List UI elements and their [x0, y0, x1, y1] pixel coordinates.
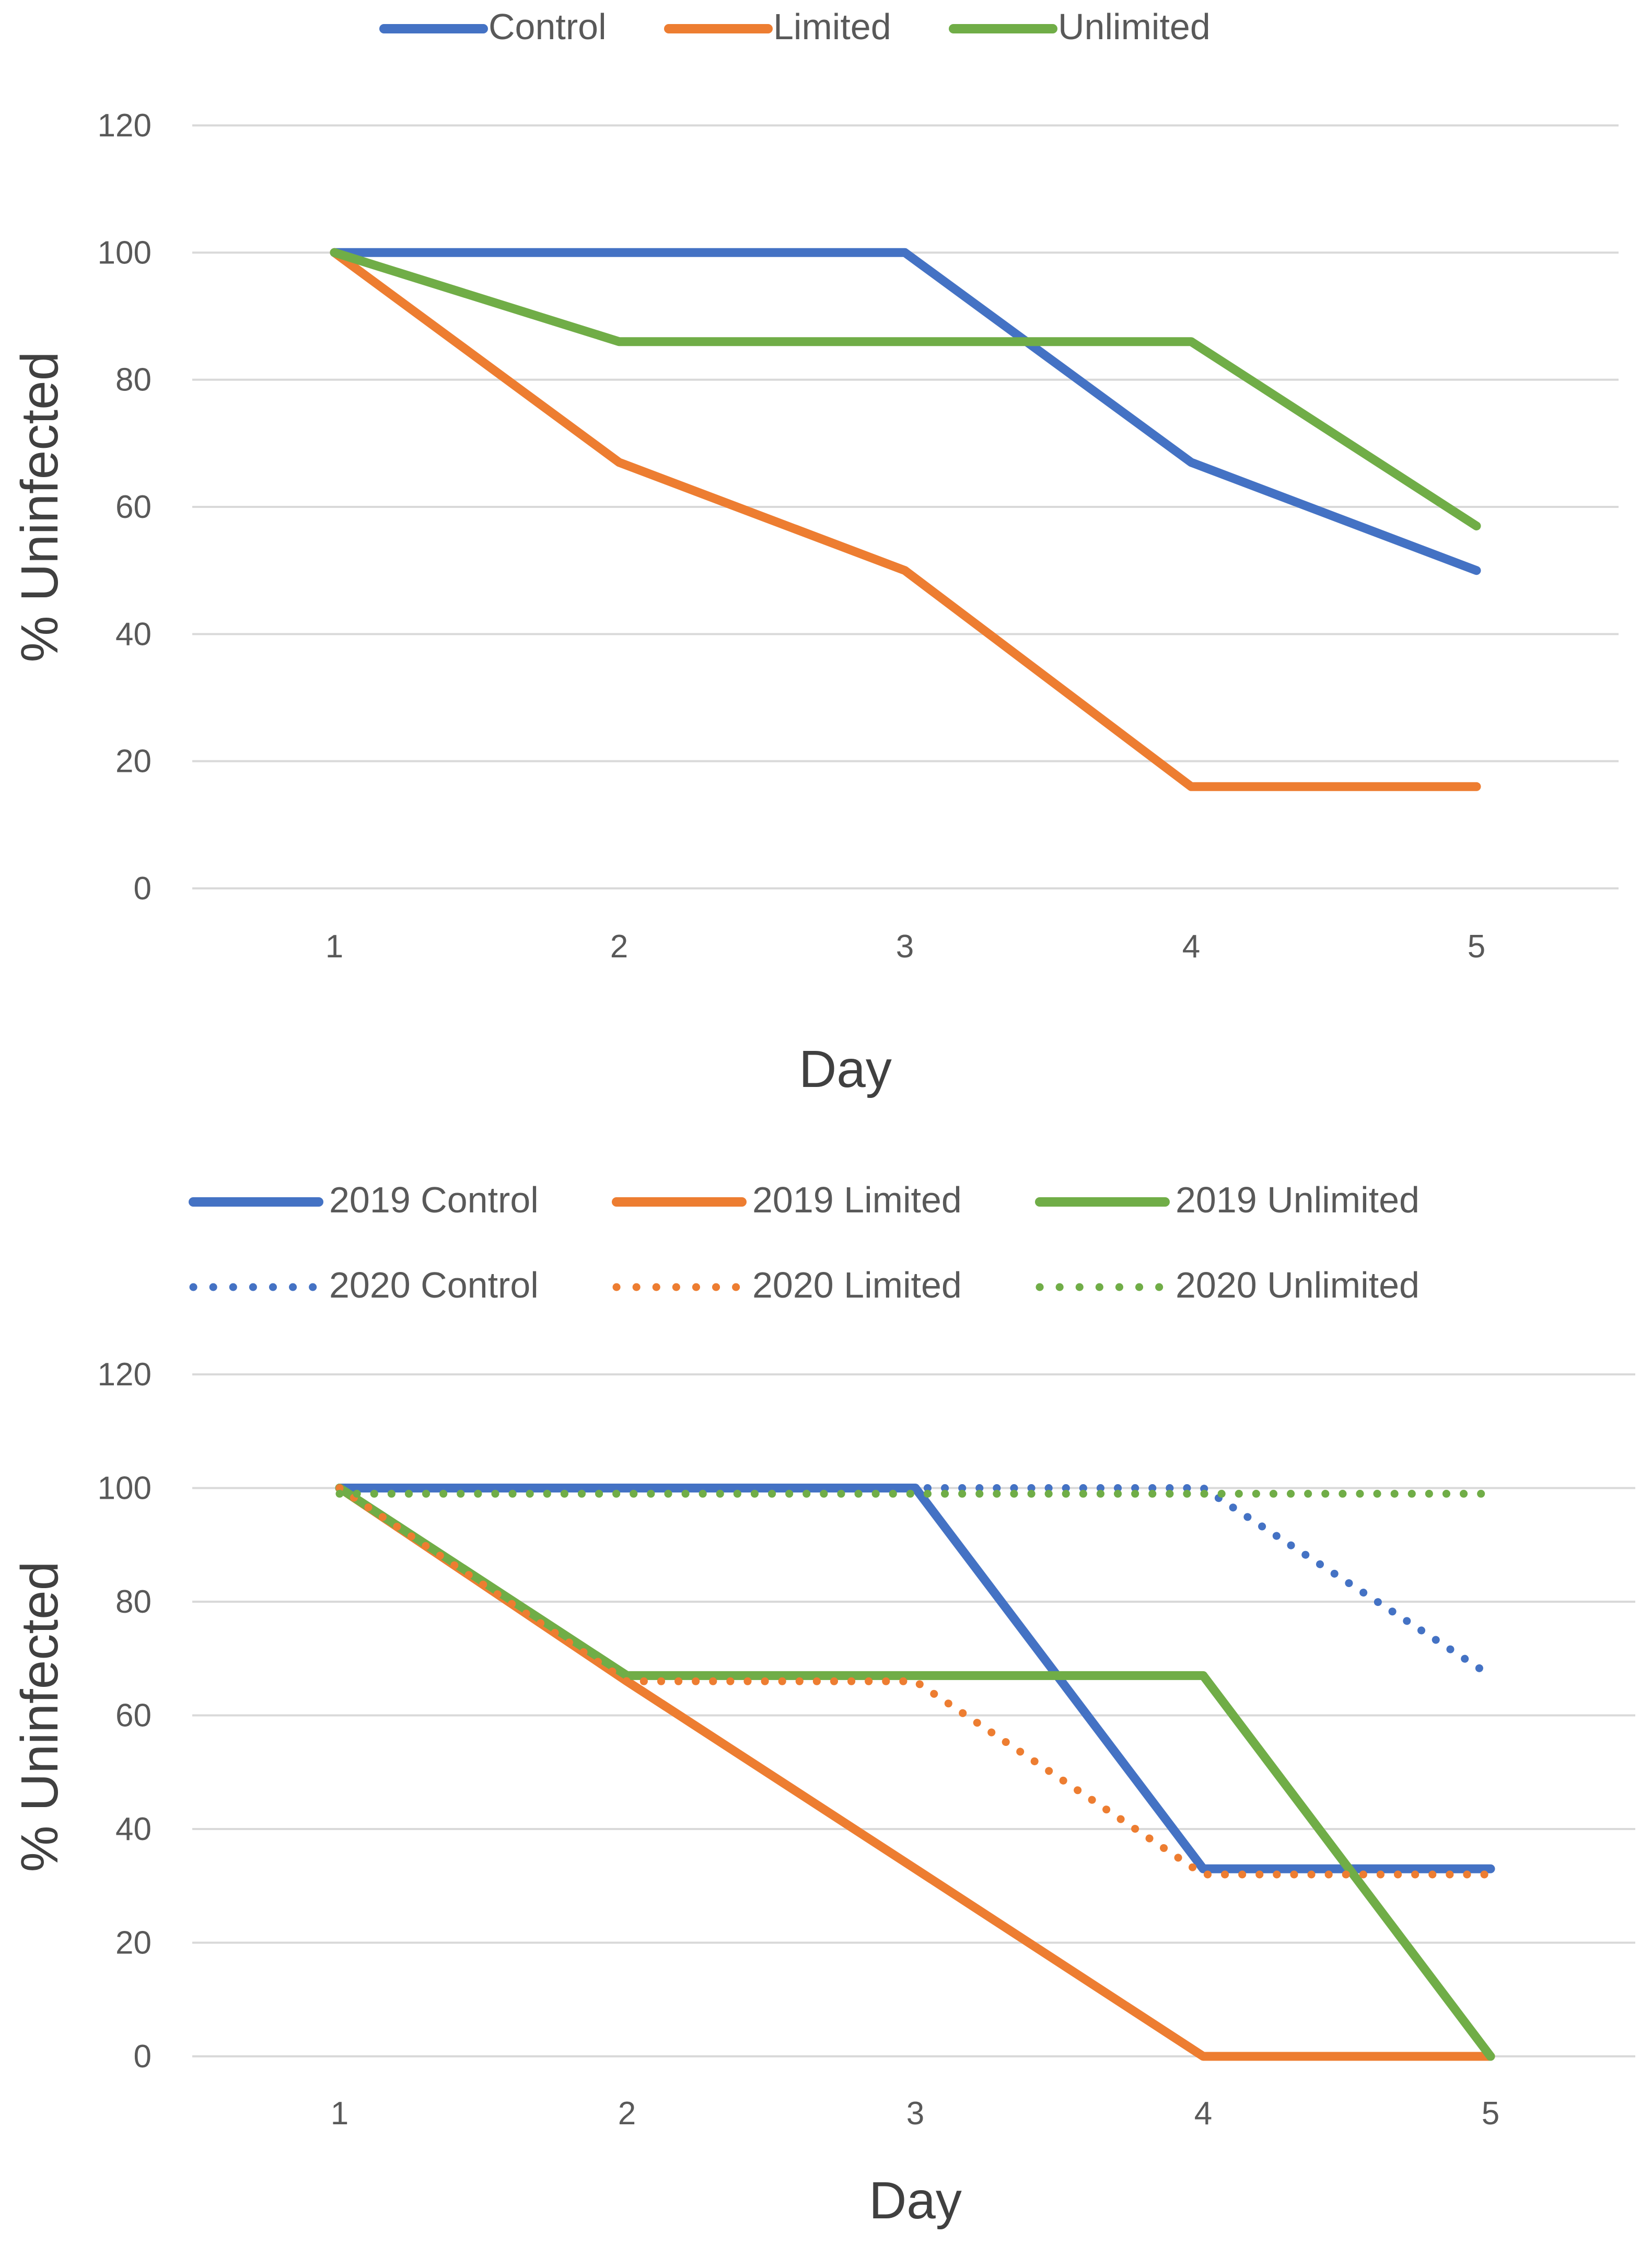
- x-tick-label: 5: [1468, 929, 1485, 965]
- y-tick-label: 40: [115, 1811, 152, 1847]
- y-tick-label: 0: [134, 871, 152, 907]
- legend-label-2020-unlimited: 2020 Unlimited: [1176, 1265, 1420, 1305]
- y-tick-label: 20: [115, 1925, 152, 1961]
- x-tick-label: 4: [1194, 2096, 1212, 2132]
- legend-label-2020-control: 2020 Control: [329, 1265, 539, 1305]
- series-line-2019-limited: [335, 1484, 1495, 2061]
- x-tick-label: 1: [325, 929, 343, 965]
- y-tick-label: 0: [134, 2039, 152, 2075]
- x-tick-label: 2: [618, 2096, 636, 2132]
- y-tick-label: 80: [115, 362, 152, 398]
- x-tick-label: 3: [906, 2096, 924, 2132]
- legend-label-2019-limited: 2019 Limited: [752, 1179, 962, 1220]
- y-tick-label: 60: [115, 1698, 152, 1734]
- legend-label-unlimited: Unlimited: [1058, 6, 1211, 47]
- legend-label-2020-limited: 2020 Limited: [752, 1265, 962, 1305]
- series-line-2019-unlimited: [335, 1484, 1495, 2061]
- y-tick-label: 80: [115, 1584, 152, 1620]
- chart-top: 0 20 40 60 80 100 120 1 2 3 4 5 Day % Uninfected Contr…: [10, 6, 1619, 1098]
- x-tick-label: 4: [1182, 929, 1200, 965]
- legend-label-limited: Limited: [773, 6, 891, 47]
- y-tick-label: 120: [98, 108, 152, 144]
- y-tick-label: 100: [98, 235, 152, 271]
- x-axis-title: Day: [799, 1040, 892, 1098]
- y-axis-title: % Uninfected: [10, 352, 69, 663]
- x-tick-label: 5: [1482, 2096, 1499, 2132]
- y-tick-label: 40: [115, 616, 152, 652]
- y-axis-title: % Uninfected: [10, 1561, 69, 1872]
- x-tick-label: 3: [896, 929, 914, 965]
- series-line-2020-limited: [335, 1484, 1495, 1879]
- series-line-control: [330, 248, 1481, 575]
- y-tick-label: 120: [98, 1357, 152, 1393]
- series-line-unlimited: [330, 248, 1481, 530]
- series-line-limited: [330, 248, 1481, 791]
- x-tick-label: 2: [610, 929, 628, 965]
- series-line-2020-control: [335, 1484, 1495, 1680]
- y-tick-label: 20: [115, 744, 152, 780]
- legend-label-control: Control: [488, 6, 607, 47]
- legend-label-2019-control: 2019 Control: [329, 1179, 539, 1220]
- legend-label-2019-unlimited: 2019 Unlimited: [1176, 1179, 1420, 1220]
- x-tick-label: 1: [331, 2096, 348, 2132]
- y-tick-label: 100: [98, 1471, 152, 1507]
- chart-bottom: 0 20 40 60 80 100 120 1 2 3 4 5 Day % Uninfected 2019 …: [10, 1179, 1635, 2230]
- x-axis-title: Day: [869, 2171, 962, 2230]
- y-tick-label: 60: [115, 489, 152, 525]
